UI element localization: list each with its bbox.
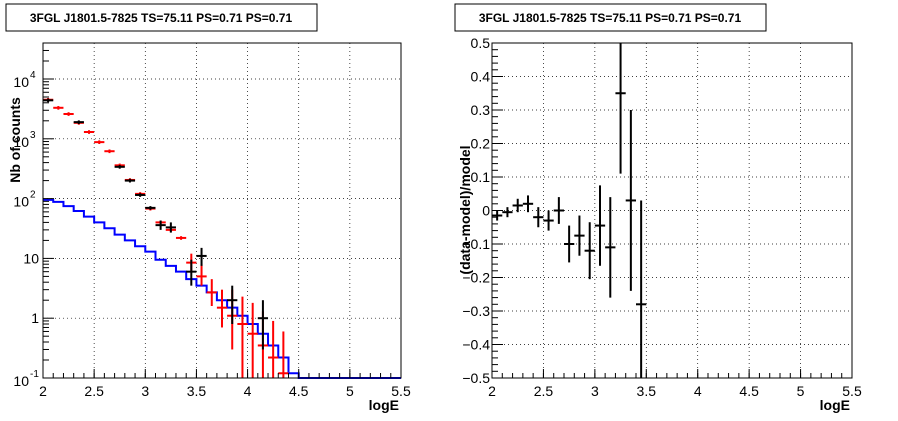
left-ylabel: Nb of counts xyxy=(7,97,23,183)
y-tick-label: −0.2 xyxy=(462,270,490,286)
x-tick-label: 5.5 xyxy=(842,383,862,399)
y-tick-label: −0.1 xyxy=(462,236,490,252)
right-title: 3FGL J1801.5-7825 TS=75.11 PS=0.71 PS=0.… xyxy=(479,11,742,25)
x-tick-label: 5.5 xyxy=(391,383,411,399)
right-grid xyxy=(492,43,852,378)
x-tick-label: 3 xyxy=(591,383,599,399)
y-tick-label: 0 xyxy=(482,203,490,219)
x-tick-label: 3 xyxy=(141,383,149,399)
right-title-box xyxy=(454,3,767,32)
x-tick-label: 2.5 xyxy=(84,383,104,399)
x-tick-label: 2 xyxy=(488,383,496,399)
y-tick-exponent: -1 xyxy=(30,369,39,380)
y-tick-label: 10 xyxy=(23,250,39,266)
x-tick-label: 4.5 xyxy=(739,383,759,399)
y-tick-label: −0.5 xyxy=(462,370,490,386)
left-title-box xyxy=(5,3,318,32)
model-histogram-line xyxy=(43,198,401,379)
left-data-series xyxy=(43,98,269,350)
y-tick-label: −0.4 xyxy=(462,337,490,353)
left-xlabel: logE xyxy=(369,397,399,413)
y-tick-label: 1 xyxy=(31,310,39,326)
right-xlabel: logE xyxy=(820,397,850,413)
left-plot-frame xyxy=(42,42,402,379)
right-axes: 2 2.5 3 3.5 4 4.5 5 5.5 −0.5 −0.4 −0.3 −0.2 −0.1 0 0.1… xyxy=(462,35,862,399)
x-tick-label: 3.5 xyxy=(187,383,207,399)
y-tick-label: 0.5 xyxy=(471,35,491,51)
y-tick-label: 10 xyxy=(13,74,29,90)
x-tick-label: 2 xyxy=(39,383,47,399)
x-tick-label: 5 xyxy=(346,383,354,399)
y-tick-label: 10 xyxy=(13,194,29,210)
y-tick-label: 0.3 xyxy=(471,102,491,118)
right-panel: 3FGL J1801.5-7825 TS=75.11 PS=0.71 PS=0.… xyxy=(454,3,862,413)
y-tick-label: −0.3 xyxy=(462,303,490,319)
x-tick-label: 5 xyxy=(797,383,805,399)
x-tick-label: 4 xyxy=(694,383,702,399)
left-model-series xyxy=(43,198,401,379)
right-ylabel: (data-model)/model xyxy=(457,145,473,274)
left-title: 3FGL J1801.5-7825 TS=75.11 PS=0.71 PS=0.… xyxy=(30,11,293,25)
y-tick-label: 10 xyxy=(13,373,29,389)
y-tick-label: 0.1 xyxy=(471,169,491,185)
y-tick-label: 10 xyxy=(13,134,29,150)
x-tick-label: 4.5 xyxy=(289,383,309,399)
y-tick-exponent: 2 xyxy=(30,190,36,201)
x-tick-label: 4 xyxy=(244,383,252,399)
x-tick-label: 2.5 xyxy=(534,383,554,399)
left-panel: 3FGL J1801.5-7825 TS=75.11 PS=0.71 PS=0.… xyxy=(5,3,411,413)
y-tick-label: 0.2 xyxy=(471,136,491,152)
right-residual-series xyxy=(492,43,647,378)
y-tick-label: 0.4 xyxy=(471,69,491,85)
y-tick-exponent: 3 xyxy=(30,130,36,141)
y-tick-exponent: 4 xyxy=(30,70,36,81)
x-tick-label: 3.5 xyxy=(637,383,657,399)
